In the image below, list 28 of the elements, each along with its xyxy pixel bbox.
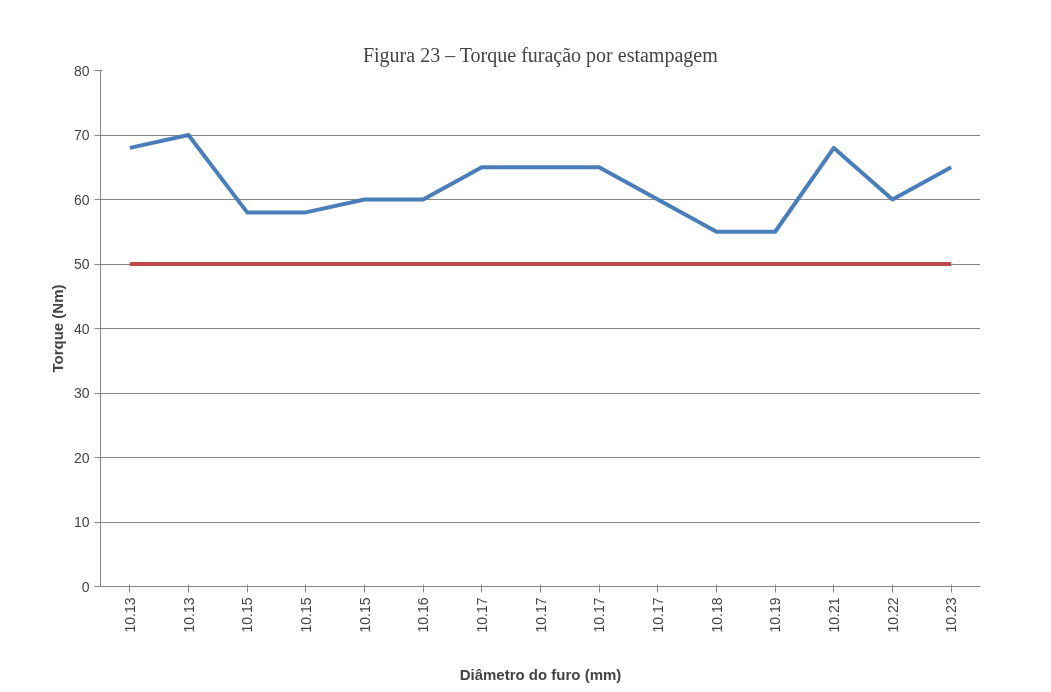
y-tick-label: 10	[73, 514, 90, 530]
x-tick-label: 10.16	[415, 597, 432, 633]
x-tick-label: 10.15	[239, 597, 256, 633]
x-tick-label: 10.21	[825, 597, 842, 633]
y-tick-label: 0	[81, 578, 90, 595]
x-tick-label: 10.15	[356, 597, 373, 633]
x-tick-label: 10.19	[767, 597, 784, 633]
y-tick-label: 30	[73, 385, 90, 401]
y-tick-label: 50	[73, 256, 90, 272]
x-tick-label: 10.22	[884, 597, 901, 633]
x-tick-label: 10.17	[473, 597, 490, 633]
x-tick-label: 10.13	[180, 597, 197, 633]
y-tick-label: 80	[73, 62, 90, 79]
x-tick-label: 10.17	[649, 597, 666, 633]
x-tick-label: 10.17	[532, 597, 549, 633]
chart-title: Figura 23 – Torque furação por estampagem	[362, 43, 719, 67]
y-tick-label: 60	[73, 191, 90, 208]
x-tick-label: 10.15	[297, 597, 314, 633]
y-tick-label: 40	[73, 320, 90, 337]
x-tick-label: 10.17	[591, 597, 608, 633]
line-series	[127, 133, 954, 234]
y-tick-label: 20	[73, 449, 90, 466]
x-tick-label: 10.13	[121, 597, 138, 633]
x-axis-title: Diâmetro do furo (mm)	[459, 665, 622, 683]
x-tick-label: 10.18	[708, 597, 725, 633]
x-tick-label: 10.23	[943, 597, 960, 633]
y-axis-title: Torque (Nm)	[48, 284, 66, 373]
y-tick-label: 70	[73, 127, 90, 143]
